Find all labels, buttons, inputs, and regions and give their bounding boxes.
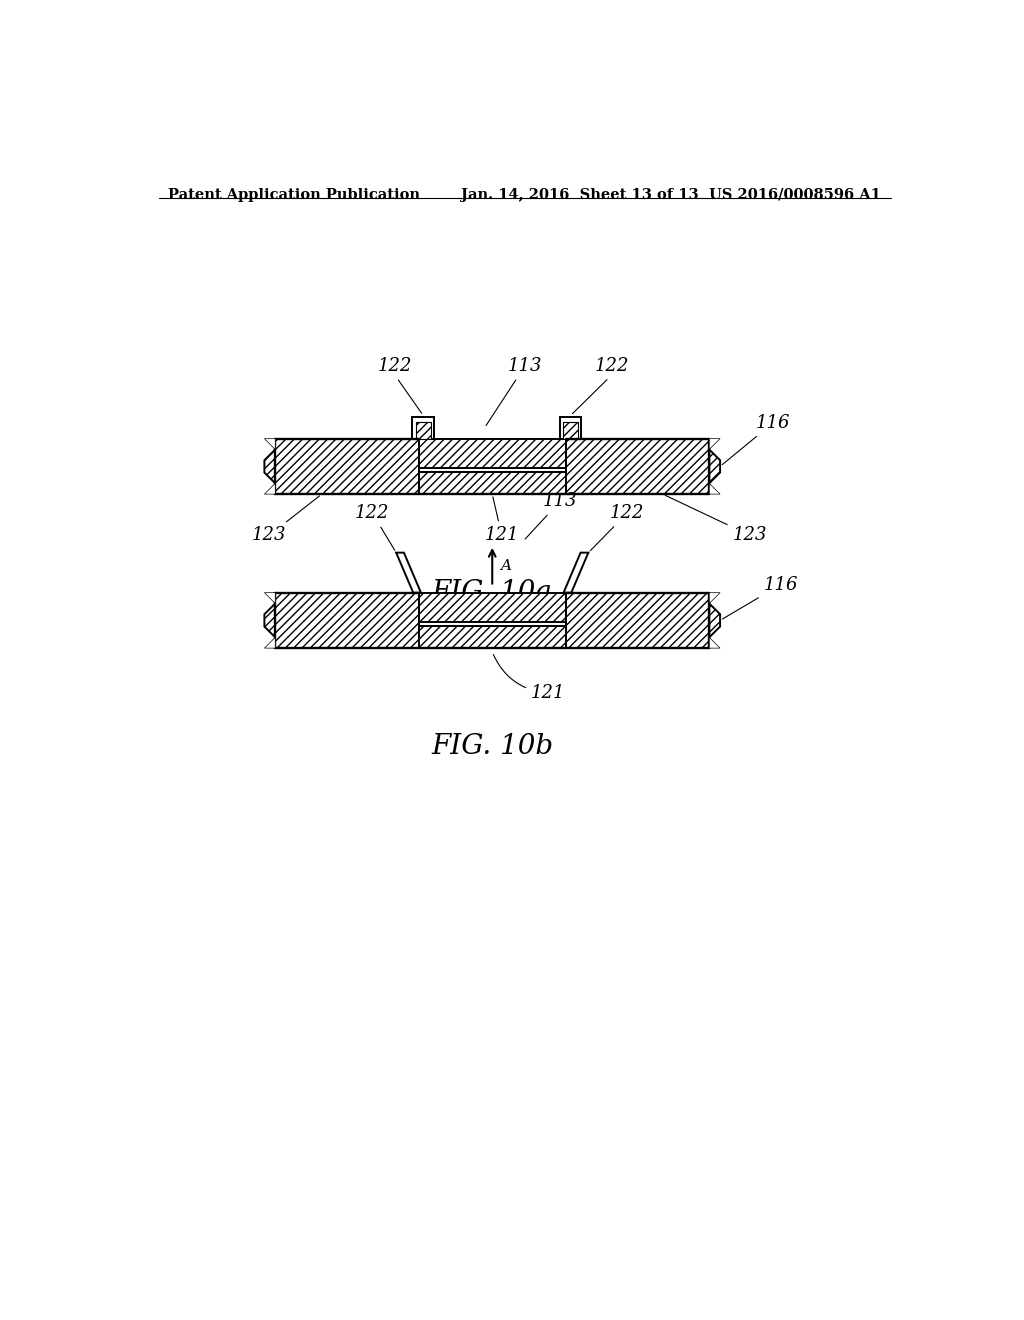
Polygon shape: [264, 593, 275, 603]
Polygon shape: [264, 638, 275, 648]
Polygon shape: [275, 593, 419, 648]
Polygon shape: [710, 593, 720, 603]
Text: Jan. 14, 2016  Sheet 13 of 13: Jan. 14, 2016 Sheet 13 of 13: [461, 187, 698, 202]
Text: 123: 123: [666, 495, 767, 544]
Polygon shape: [275, 438, 419, 494]
Polygon shape: [419, 593, 566, 622]
Text: 123: 123: [252, 496, 319, 544]
Polygon shape: [419, 626, 566, 648]
Text: 121: 121: [484, 496, 519, 544]
Polygon shape: [710, 638, 720, 648]
Polygon shape: [264, 438, 275, 449]
Text: FIG. 10b: FIG. 10b: [431, 733, 553, 760]
Text: 113: 113: [525, 492, 578, 539]
Polygon shape: [710, 603, 720, 638]
Polygon shape: [264, 483, 275, 494]
Text: 121: 121: [494, 655, 565, 702]
Text: A: A: [500, 558, 511, 573]
Polygon shape: [710, 483, 720, 494]
Polygon shape: [710, 438, 720, 449]
Text: 122: 122: [355, 504, 394, 550]
Text: US 2016/0008596 A1: US 2016/0008596 A1: [710, 187, 882, 202]
Polygon shape: [413, 417, 434, 438]
Polygon shape: [560, 417, 582, 438]
Text: 113: 113: [486, 356, 543, 425]
Polygon shape: [419, 438, 566, 469]
Polygon shape: [566, 438, 710, 494]
Polygon shape: [419, 471, 566, 494]
Text: 122: 122: [378, 356, 422, 413]
Text: Patent Application Publication: Patent Application Publication: [168, 187, 420, 202]
Text: 122: 122: [572, 356, 629, 413]
Text: 116: 116: [722, 414, 791, 465]
Text: 116: 116: [723, 576, 798, 619]
Polygon shape: [566, 593, 710, 648]
Polygon shape: [416, 422, 431, 438]
Polygon shape: [264, 449, 275, 483]
Polygon shape: [264, 603, 275, 638]
Text: 122: 122: [590, 504, 644, 550]
Polygon shape: [563, 422, 579, 438]
Polygon shape: [396, 553, 421, 593]
Polygon shape: [563, 553, 589, 593]
Text: FIG. 10a: FIG. 10a: [432, 579, 553, 606]
Polygon shape: [710, 449, 720, 483]
